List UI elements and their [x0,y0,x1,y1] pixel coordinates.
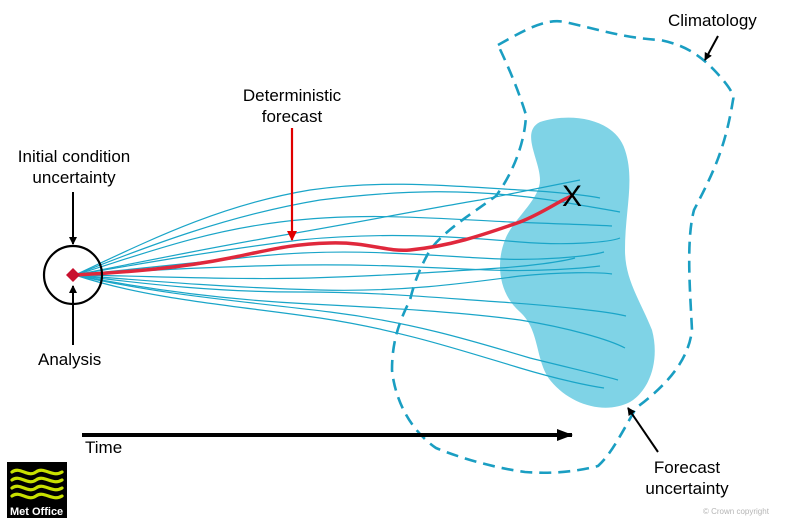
initial-condition-label-line2: uncertainty [32,168,116,187]
copyright-notice: © Crown copyright [703,507,769,516]
ensemble-member [74,215,613,276]
ensemble-member [74,251,605,276]
ensemble-member [74,274,619,381]
deterministic-forecast-line [73,194,574,277]
analysis-diamond [66,268,80,282]
logo-text: Met Office [10,506,63,518]
deterministic-forecast-label-line2: forecast [261,107,323,126]
ensemble-member [74,234,621,276]
climatology-arrow [704,35,719,61]
analysis-label: Analysis [38,350,102,369]
forecast-uncertainty-label-line2: uncertainty [645,479,729,498]
ensemble-member [74,274,605,389]
forecast-uncertainty-label: Forecast uncertainty [628,457,746,499]
ensemble-member [74,191,621,276]
deterministic-forecast-label-line1: Deterministic [242,86,342,105]
forecast-uncertainty-label-line1: Forecast [653,458,721,477]
ensemble-trajectories [74,179,627,389]
ensemble-member [74,264,601,276]
met-office-logo: Met Office [7,462,67,518]
ensemble-member [74,257,576,280]
forecast-uncertainty-arrow [627,407,659,453]
ensemble-member [74,274,627,317]
deterministic-forecast-label: Deterministic forecast [228,85,356,127]
initial-condition-label-line1: Initial condition [17,147,131,166]
time-label: Time [85,438,123,457]
climatology-boundary [390,19,735,475]
initial-condition-label: Initial condition uncertainty [9,146,139,188]
ensemble-member [74,183,601,276]
ensemble-member [74,272,613,291]
ensemble-member [74,179,581,276]
forecast-uncertainty-region [500,117,655,408]
forecast-end-marker: X [562,180,582,213]
climatology-label: Climatology [668,11,757,30]
ensemble-member [74,274,626,349]
logo-waves-icon [10,468,64,500]
